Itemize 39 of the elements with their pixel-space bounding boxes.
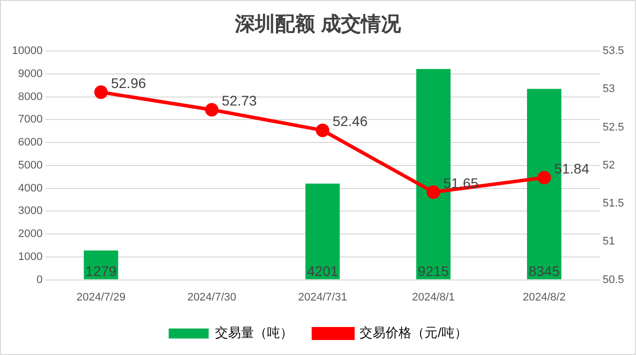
- y-tick-label: 6000: [18, 136, 43, 149]
- y-tick-label: 0: [36, 274, 43, 286]
- y-tick-label: 8000: [18, 90, 43, 103]
- x-tick-label: 2024/7/29: [76, 291, 126, 304]
- legend-label: 交易价格（元/吨）: [360, 325, 468, 340]
- y-tick-label: 5000: [18, 159, 43, 172]
- y2-tick-label: 51: [602, 236, 615, 248]
- data-label: 4201: [307, 263, 338, 280]
- x-tick-label: 2024/7/30: [187, 291, 236, 304]
- y-tick-label: 2000: [18, 228, 43, 240]
- legend-label: 交易量（吨）: [215, 325, 294, 340]
- y2-tick-label: 51.5: [602, 198, 624, 210]
- y-tick-label: 4000: [18, 182, 43, 194]
- y-tick-label: 10000: [12, 45, 43, 58]
- bar: [305, 184, 340, 280]
- point: [537, 170, 551, 184]
- point: [94, 85, 108, 99]
- x-tick-label: 2024/8/1: [412, 291, 455, 304]
- y2-tick-label: 50.5: [602, 274, 624, 286]
- data-label: 8345: [528, 263, 560, 280]
- y-tick-label: 9000: [18, 68, 43, 80]
- point: [426, 185, 440, 199]
- data-label: 52.73: [222, 92, 258, 109]
- x-tick-label: 2024/7/31: [298, 291, 348, 304]
- y2-tick-label: 52: [602, 159, 615, 172]
- y2-tick-label: 53: [602, 83, 615, 96]
- y2-tick-label: 53.5: [602, 45, 624, 58]
- data-label: 52.96: [110, 75, 146, 92]
- y-tick-label: 1000: [18, 250, 43, 263]
- data-label: 1279: [85, 263, 117, 280]
- y-tick-label: 3000: [18, 205, 43, 218]
- point: [205, 102, 219, 116]
- y2-tick-label: 52.5: [602, 121, 624, 134]
- chart-title: 深圳配额 成交情况: [234, 12, 402, 36]
- point: [316, 124, 330, 138]
- data-label: 9215: [418, 263, 450, 280]
- y-tick-label: 7000: [18, 114, 43, 126]
- x-tick-label: 2024/8/2: [522, 291, 566, 304]
- data-label: 52.46: [332, 113, 368, 130]
